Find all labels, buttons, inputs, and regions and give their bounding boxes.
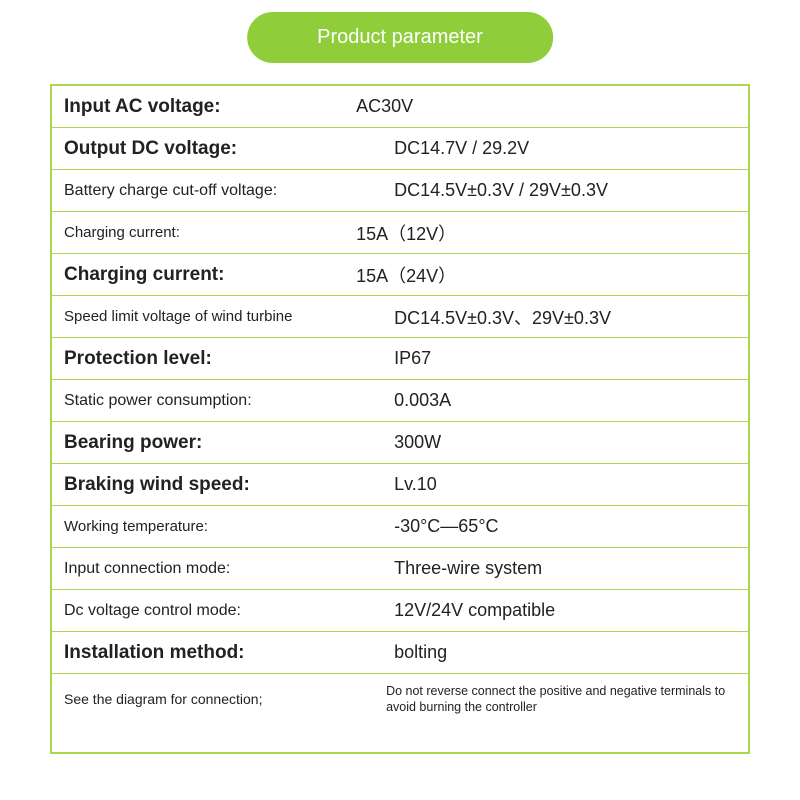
footer-note-right: Do not reverse connect the positive and … [386, 683, 748, 716]
param-label: Battery charge cut-off voltage: [52, 182, 386, 200]
param-value: 15A（12V） [356, 220, 718, 246]
param-label: Output DC voltage: [52, 138, 386, 160]
param-label: Working temperature: [52, 518, 386, 535]
param-value: 300W [386, 432, 748, 453]
param-value: bolting [386, 642, 748, 663]
param-value: DC14.5V±0.3V、29V±0.3V [386, 304, 748, 330]
param-label: Dc voltage control mode: [52, 602, 386, 620]
param-label: Speed limit voltage of wind turbine [52, 308, 386, 325]
param-label: Static power consumption: [52, 392, 386, 410]
table-row: Braking wind speed: Lv.10 [52, 464, 748, 506]
param-value: Three-wire system [386, 558, 748, 579]
param-value: 12V/24V compatible [386, 600, 748, 621]
table-row: Speed limit voltage of wind turbine DC14… [52, 296, 748, 338]
table-row: Installation method: bolting [52, 632, 748, 674]
param-label: Installation method: [52, 642, 386, 664]
footer-note-left: See the diagram for connection; [52, 690, 386, 708]
param-label: Bearing power: [52, 432, 386, 454]
parameter-table: Input AC voltage: AC30V Output DC voltag… [50, 84, 750, 754]
table-row: Dc voltage control mode: 12V/24V compati… [52, 590, 748, 632]
table-row: Protection level: IP67 [52, 338, 748, 380]
header-pill: Product parameter [247, 12, 553, 63]
table-row: Input AC voltage: AC30V [52, 86, 748, 128]
table-row: Charging current: 15A（12V） [52, 212, 748, 254]
table-row: Static power consumption: 0.003A [52, 380, 748, 422]
table-row: Working temperature: -30°C—65°C [52, 506, 748, 548]
param-value: -30°C—65°C [386, 516, 748, 537]
table-row: Output DC voltage: DC14.7V / 29.2V [52, 128, 748, 170]
param-value: 15A（24V） [356, 262, 718, 288]
param-label: Input connection mode: [52, 560, 386, 578]
param-value: DC14.7V / 29.2V [386, 138, 748, 159]
table-row: Charging current: 15A（24V） [52, 254, 748, 296]
param-value: DC14.5V±0.3V / 29V±0.3V [386, 180, 748, 201]
param-label: Charging current: [52, 224, 386, 241]
param-label: Braking wind speed: [52, 474, 386, 496]
param-value: 0.003A [386, 390, 748, 411]
footer-row: See the diagram for connection; Do not r… [52, 674, 748, 724]
param-value: Lv.10 [386, 474, 748, 495]
param-label: Charging current: [52, 264, 386, 286]
table-row: Bearing power: 300W [52, 422, 748, 464]
param-value: AC30V [356, 96, 718, 117]
param-value: IP67 [386, 348, 748, 369]
table-row: Battery charge cut-off voltage: DC14.5V±… [52, 170, 748, 212]
param-label: Input AC voltage: [52, 96, 386, 118]
table-row: Input connection mode: Three-wire system [52, 548, 748, 590]
param-label: Protection level: [52, 348, 386, 370]
